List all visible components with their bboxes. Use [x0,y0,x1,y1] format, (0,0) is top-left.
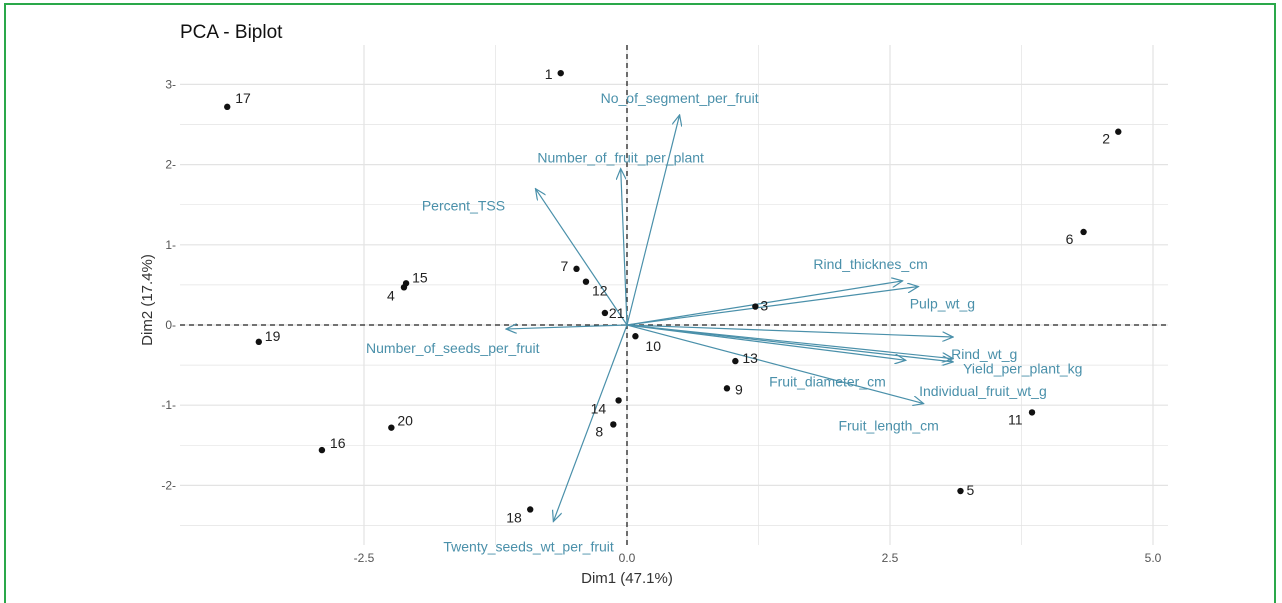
variable-arrow [535,189,628,326]
variable-arrow [626,281,903,326]
individual-label: 4 [387,287,395,303]
chart-title: PCA - Biplot [180,22,283,43]
individual-label: 6 [1066,231,1074,247]
individual-point [582,278,590,285]
grid [180,45,1168,545]
variable-label: Rind_wt_g [951,346,1017,362]
individual-label: 20 [397,413,413,429]
variable-arrow [626,287,918,326]
figure-frame [4,3,1276,603]
variable-arrow [626,324,906,360]
individual-label: 1 [545,66,553,82]
y-tick-label: 1- [165,238,176,252]
y-tick-label: -1- [161,398,176,412]
variable-label: Rind_thicknes_cm [813,256,927,272]
variable-label: Pulp_wt_g [910,296,975,312]
variable-label: No_of_segment_per_fruit [601,90,759,106]
y-tick-label: 3- [165,77,176,91]
individual-label: 9 [735,381,743,397]
individual-label: 5 [966,482,974,498]
individual-point [752,303,759,310]
y-tick-label: 0- [165,318,176,332]
variable-arrow [621,169,628,326]
x-axis-title: Dim1 (47.1%) [581,570,673,587]
variable-label: Yield_per_plant_kg [963,361,1082,377]
x-tick-label: -2.5 [354,551,375,565]
variable-label: Twenty_seeds_wt_per_fruit [443,538,614,554]
individual-label: 18 [506,509,522,525]
variable-label: Fruit_diameter_cm [769,373,886,389]
individual-label: 12 [592,283,608,299]
individual-point [402,280,410,287]
individual-point [224,103,231,111]
individual-point [1080,228,1087,236]
variable-arrows: No_of_segment_per_fruit Number_of_fruit_p… [366,90,1082,555]
individual-label: 7 [561,258,569,274]
variable-arrow [506,325,628,329]
individual-point [573,265,580,273]
individual-point [723,385,731,392]
individual-point [610,421,617,428]
variable-label: Individual_fruit_wt_g [919,383,1047,399]
individual-point [615,397,622,404]
variable-arrow [626,324,924,404]
y-axis-title: Dim2 (17.4%) [139,254,156,346]
axes: -2.5 0.0 2.5 5.0 -2- -1- 0- 1- 2- 3- [161,45,1168,565]
variable-label: Fruit_length_cm [838,418,938,434]
variable-arrow [553,324,628,521]
x-tick-label: 5.0 [1145,551,1162,565]
individual-point [601,309,609,317]
y-tick-label: 2- [165,158,176,172]
individual-point [318,446,326,454]
individual-label: 3 [760,298,768,314]
variable-arrow [626,324,953,337]
individual-label: 16 [330,435,346,451]
individual-label: 2 [1102,131,1110,147]
variable-arrow [626,115,680,326]
individual-point [557,69,564,77]
individual-label: 15 [412,269,428,285]
individual-label: 17 [235,90,251,106]
individual-point [632,333,639,340]
individual-label: 21 [609,305,625,321]
individual-label: 10 [645,338,661,354]
x-tick-label: 0.0 [619,551,636,565]
individual-point [388,424,395,431]
individual-label: 11 [1008,411,1023,427]
individual-point [527,506,534,513]
individual-point [957,487,964,495]
variable-label: Number_of_seeds_per_fruit [366,340,540,356]
variable-label: Number_of_fruit_per_plant [537,150,704,166]
variable-label: Percent_TSS [422,198,505,214]
individual-label: 8 [595,423,603,439]
individual-point [1115,128,1122,135]
individual-point [1028,409,1036,416]
y-tick-label: -2- [161,478,176,492]
individual-label: 13 [742,350,758,366]
individual-label: 14 [591,400,607,416]
individual-point [255,338,262,346]
individual-label: 19 [265,328,281,344]
x-tick-label: 2.5 [882,551,899,565]
individual-point [732,357,739,365]
